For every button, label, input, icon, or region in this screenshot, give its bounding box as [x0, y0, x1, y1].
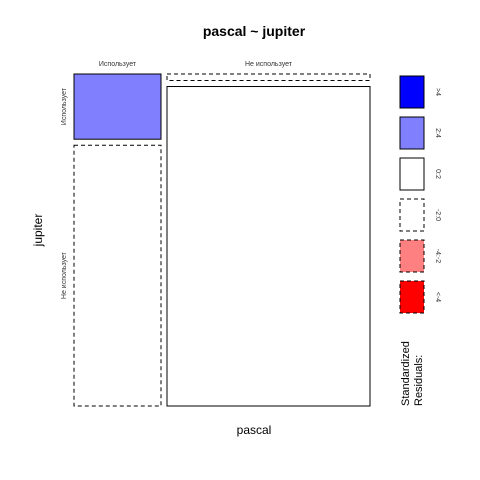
legend-swatch-1 — [399, 75, 425, 109]
residual-legend: >4 2:4 0:2 -2:0 -4:-2 <-4 Standardized Residual… — [399, 75, 441, 406]
chart-title: pascal ~ jupiter — [203, 23, 306, 39]
cell-1-2 — [73, 144, 162, 407]
legend-swatch-6 — [399, 280, 425, 314]
legend-label-1: >4 — [434, 88, 441, 96]
cell-2-2 — [166, 86, 371, 407]
x-axis-label: pascal — [237, 423, 272, 437]
y-axis-label: jupiter — [31, 214, 45, 248]
legend-label-4: -2:0 — [434, 209, 441, 221]
x-category-label-1: Использует — [99, 61, 137, 68]
legend-title-line-1: Standardized — [400, 341, 412, 406]
y-category-label-2: Не использует — [61, 251, 68, 299]
x-category-labels: Использует Не использует — [99, 61, 293, 68]
legend-label-3: 0:2 — [434, 169, 441, 179]
cell-1-1 — [73, 73, 162, 140]
legend-swatch-3 — [399, 157, 425, 191]
legend-label-5: -4:-2 — [434, 249, 441, 264]
y-category-labels: Использует Не использует — [61, 87, 68, 299]
x-category-label-2: Не использует — [245, 61, 293, 68]
legend-swatch-2 — [399, 116, 425, 150]
legend-swatch-5 — [399, 239, 425, 273]
legend-label-6: <-4 — [434, 292, 441, 302]
legend-label-2: 2:4 — [434, 128, 441, 138]
y-category-label-1: Использует — [61, 87, 68, 125]
legend-swatch-4 — [399, 198, 425, 232]
mosaic-cells — [73, 73, 371, 407]
legend-title-line-2: Residuals: — [413, 355, 425, 406]
cell-2-1 — [166, 73, 371, 82]
